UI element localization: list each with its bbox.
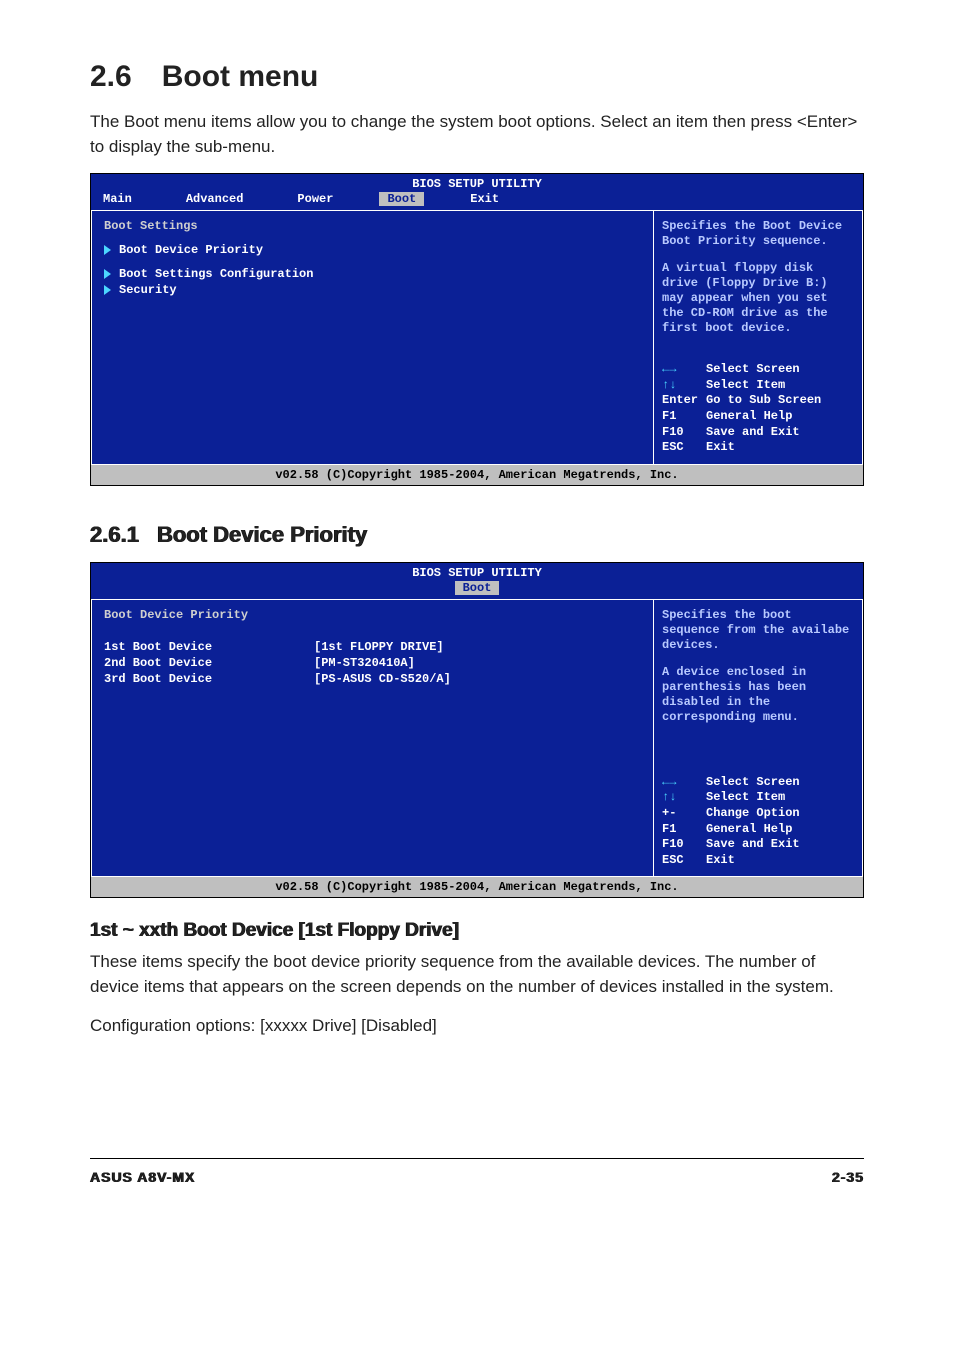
tab-boot[interactable]: Boot bbox=[379, 192, 424, 206]
key-row: F10Save and Exit bbox=[662, 837, 854, 853]
bios-item-label: Boot Device Priority bbox=[119, 243, 263, 257]
bios-body: Boot Settings Boot Device Priority Boot … bbox=[91, 210, 863, 465]
bios-left-title: Boot Settings bbox=[104, 219, 641, 233]
tab-power[interactable]: Power bbox=[289, 192, 341, 206]
key-label: General Help bbox=[706, 822, 792, 836]
key-row: ←→Select Screen bbox=[662, 362, 854, 378]
bios-kv-key: 1st Boot Device bbox=[104, 640, 314, 654]
bios-left-panel: Boot Device Priority 1st Boot Device [1s… bbox=[91, 599, 653, 878]
subsub-para2: Configuration options: [xxxxx Drive] [Di… bbox=[90, 1014, 864, 1039]
bios-left-panel: Boot Settings Boot Device Priority Boot … bbox=[91, 210, 653, 465]
key-row: +-Change Option bbox=[662, 806, 854, 822]
key-row: ESCExit bbox=[662, 440, 854, 456]
key-label: Save and Exit bbox=[706, 425, 800, 439]
subsub-title: 1st ~ xxth Boot Device [1st Floppy Drive… bbox=[90, 920, 864, 942]
key-label: Exit bbox=[706, 440, 735, 454]
footer-left: ASUS A8V-MX bbox=[90, 1169, 195, 1185]
key-row: ↑↓Select Item bbox=[662, 790, 854, 806]
section-title: 2.6 Boot menu bbox=[90, 60, 864, 94]
bios-help-text: A virtual floppy disk drive (Floppy Driv… bbox=[662, 261, 854, 336]
key-label: Select Screen bbox=[706, 362, 800, 376]
bios-right-panel: Specifies the boot sequence from the ava… bbox=[653, 599, 863, 878]
subsection-number: 2.6.1 bbox=[90, 522, 139, 547]
bios-kv-value: [PM-ST320410A] bbox=[314, 656, 415, 670]
key-label: General Help bbox=[706, 409, 792, 423]
subsub-para1: These items specify the boot device prio… bbox=[90, 950, 864, 999]
bios-key-legend: ←→Select Screen ↑↓Select Item EnterGo to… bbox=[662, 362, 854, 456]
key-row: ESCExit bbox=[662, 853, 854, 869]
bios-item-label: Security bbox=[119, 283, 177, 297]
bios-item-boot-settings-config[interactable]: Boot Settings Configuration bbox=[104, 267, 641, 281]
key-icon: ↑↓ bbox=[662, 378, 706, 394]
key-label: Select Item bbox=[706, 378, 785, 392]
bios-footer: v02.58 (C)Copyright 1985-2004, American … bbox=[91, 877, 863, 897]
key-icon: F1 bbox=[662, 409, 706, 425]
key-icon: F10 bbox=[662, 837, 706, 853]
key-label: Save and Exit bbox=[706, 837, 800, 851]
key-row: ↑↓Select Item bbox=[662, 378, 854, 394]
key-label: Change Option bbox=[706, 806, 800, 820]
key-icon: ↑↓ bbox=[662, 790, 706, 806]
key-icon: ESC bbox=[662, 440, 706, 456]
footer-right: 2-35 bbox=[832, 1169, 864, 1185]
bios-kv-key: 2nd Boot Device bbox=[104, 656, 314, 670]
bios-kv-value: [1st FLOPPY DRIVE] bbox=[314, 640, 444, 654]
section-title-text: Boot menu bbox=[162, 60, 319, 93]
bios-kv-value: [PS-ASUS CD-S520/A] bbox=[314, 672, 451, 686]
bios-tabs: Main Advanced Power Boot Exit bbox=[91, 192, 863, 210]
key-row: EnterGo to Sub Screen bbox=[662, 393, 854, 409]
key-label: Go to Sub Screen bbox=[706, 393, 821, 407]
bios-help-text: A device enclosed in parenthesis has bee… bbox=[662, 665, 854, 725]
bios-kv-2nd-boot[interactable]: 2nd Boot Device [PM-ST320410A] bbox=[104, 656, 641, 670]
key-label: Exit bbox=[706, 853, 735, 867]
bios-item-security[interactable]: Security bbox=[104, 283, 641, 297]
tab-boot[interactable]: Boot bbox=[455, 581, 500, 595]
bios-box-boot-device-priority: BIOS SETUP UTILITY Boot Boot Device Prio… bbox=[90, 562, 864, 899]
bios-box-boot-settings: BIOS SETUP UTILITY Main Advanced Power B… bbox=[90, 173, 864, 486]
bios-right-panel: Specifies the Boot Device Boot Priority … bbox=[653, 210, 863, 465]
section-number: 2.6 bbox=[90, 60, 132, 93]
key-icon: F10 bbox=[662, 425, 706, 441]
bios-help-text: Specifies the boot sequence from the ava… bbox=[662, 608, 854, 653]
key-icon: F1 bbox=[662, 822, 706, 838]
bios-body: Boot Device Priority 1st Boot Device [1s… bbox=[91, 599, 863, 878]
key-row: F10Save and Exit bbox=[662, 425, 854, 441]
key-row: F1General Help bbox=[662, 409, 854, 425]
bios-kv-key: 3rd Boot Device bbox=[104, 672, 314, 686]
key-label: Select Item bbox=[706, 790, 785, 804]
key-icon: ←→ bbox=[662, 362, 706, 378]
bios-kv-1st-boot[interactable]: 1st Boot Device [1st FLOPPY DRIVE] bbox=[104, 640, 641, 654]
bios-help-text: Specifies the Boot Device Boot Priority … bbox=[662, 219, 854, 249]
key-row: F1General Help bbox=[662, 822, 854, 838]
key-icon: ←→ bbox=[662, 775, 706, 791]
bios-kv-3rd-boot[interactable]: 3rd Boot Device [PS-ASUS CD-S520/A] bbox=[104, 672, 641, 686]
submenu-arrow-icon bbox=[104, 245, 111, 255]
section-intro: The Boot menu items allow you to change … bbox=[90, 110, 864, 159]
page-footer: ASUS A8V-MX 2-35 bbox=[90, 1158, 864, 1185]
key-row: ←→Select Screen bbox=[662, 775, 854, 791]
key-icon: +- bbox=[662, 806, 706, 822]
bios-left-title: Boot Device Priority bbox=[104, 608, 641, 622]
bios-header: BIOS SETUP UTILITY bbox=[91, 563, 863, 581]
key-icon: Enter bbox=[662, 393, 706, 409]
tab-main[interactable]: Main bbox=[95, 192, 140, 206]
submenu-arrow-icon bbox=[104, 269, 111, 279]
subsection-title-text: Boot Device Priority bbox=[157, 522, 367, 547]
bios-tabs: Boot bbox=[91, 581, 863, 599]
bios-item-label: Boot Settings Configuration bbox=[119, 267, 313, 281]
key-label: Select Screen bbox=[706, 775, 800, 789]
bios-header: BIOS SETUP UTILITY bbox=[91, 174, 863, 192]
key-icon: ESC bbox=[662, 853, 706, 869]
submenu-arrow-icon bbox=[104, 285, 111, 295]
spacer bbox=[104, 632, 641, 640]
spacer bbox=[104, 259, 641, 267]
tab-exit[interactable]: Exit bbox=[462, 192, 507, 206]
bios-footer: v02.58 (C)Copyright 1985-2004, American … bbox=[91, 465, 863, 485]
subsection-title: 2.6.1 Boot Device Priority bbox=[90, 522, 864, 548]
tab-advanced[interactable]: Advanced bbox=[178, 192, 252, 206]
bios-item-boot-device-priority[interactable]: Boot Device Priority bbox=[104, 243, 641, 257]
bios-key-legend: ←→Select Screen ↑↓Select Item +-Change O… bbox=[662, 775, 854, 869]
